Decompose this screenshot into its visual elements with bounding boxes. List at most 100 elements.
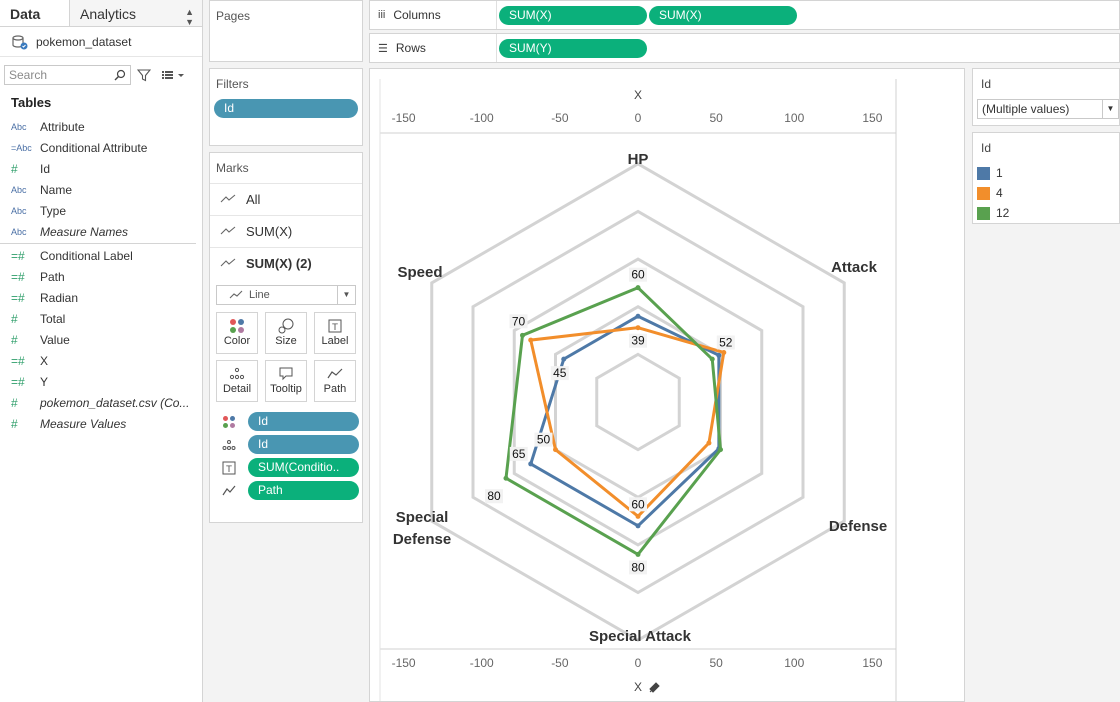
data-label-bg: [629, 333, 647, 348]
chevron-down-icon[interactable]: ▼: [337, 286, 355, 304]
tooltip-icon: [266, 365, 306, 383]
id-filter-dropdown[interactable]: (Multiple values) ▼: [977, 99, 1119, 119]
tab-analytics-label: Analytics: [80, 6, 137, 22]
detail-icon: [217, 365, 257, 383]
filters-card[interactable]: Filters Id: [209, 68, 363, 146]
field-item[interactable]: Abc Measure Names: [0, 221, 202, 242]
marks-row-all[interactable]: All: [210, 183, 362, 215]
field-item[interactable]: =Abc Conditional Attribute: [0, 137, 202, 158]
columns-shelf[interactable]: iii Columns SUM(X) SUM(X): [369, 0, 1120, 30]
encoding-row: T SUM(Conditio..: [210, 456, 362, 479]
data-label: 50: [537, 433, 551, 447]
legend-swatch: [977, 166, 990, 180]
field-name: Name: [40, 182, 73, 197]
filters-title: Filters: [216, 77, 249, 91]
columns-pill-sum-x[interactable]: SUM(X): [499, 5, 647, 25]
svg-text:T: T: [225, 465, 232, 475]
data-label: 80: [487, 489, 501, 503]
field-item[interactable]: =# Radian: [0, 287, 202, 308]
legend-item[interactable]: 1: [973, 163, 1119, 183]
series-point-1: [561, 356, 567, 362]
field-item[interactable]: Abc Type: [0, 200, 202, 221]
columns-shelf-label: iii Columns: [370, 1, 497, 29]
id-filter-card: Id (Multiple values) ▼: [972, 68, 1120, 126]
label-button[interactable]: T Label: [314, 312, 356, 354]
worksheet-view[interactable]: X -150 -150 -100 -100 -50 -50 0 0 50 50 100 100 150 15…: [369, 68, 965, 702]
columns-pill-sum-x-2[interactable]: SUM(X): [649, 5, 797, 25]
pages-card[interactable]: Pages: [209, 0, 363, 62]
field-name: Radian: [40, 290, 79, 305]
x-tick-label-top: 50: [709, 111, 723, 125]
x-tick-label-bottom: 50: [709, 656, 723, 670]
number-field-icon: =#: [11, 353, 25, 368]
field-name: Measure Names: [40, 224, 129, 239]
field-item[interactable]: # Value: [0, 329, 202, 350]
search-placeholder: Search: [9, 68, 48, 82]
search-icon: [114, 69, 126, 81]
encoding-pill[interactable]: Id: [248, 412, 359, 431]
data-label-bg: [509, 314, 528, 329]
field-item[interactable]: =# Conditional Label: [0, 245, 202, 266]
tab-menu-icon[interactable]: ▲ ▼: [185, 7, 194, 27]
mark-type-label: Line: [249, 289, 270, 301]
field-item[interactable]: # Total: [0, 308, 202, 329]
tooltip-button[interactable]: Tooltip: [265, 360, 307, 402]
number-field-icon: =#: [11, 374, 25, 389]
field-item[interactable]: =# Y: [0, 371, 202, 392]
tab-data[interactable]: Data: [0, 0, 70, 26]
axis-category-label: HP: [628, 151, 649, 168]
field-item[interactable]: # Id: [0, 158, 202, 179]
number-field-icon: =#: [11, 269, 25, 284]
field-item[interactable]: # pokemon_dataset.csv (Co...: [0, 392, 202, 413]
rows-pill-sum-y[interactable]: SUM(Y): [499, 38, 647, 58]
data-label-bg: [716, 335, 735, 350]
view-options-icon[interactable]: [161, 69, 185, 81]
x-tick-label-bottom: 100: [784, 656, 804, 670]
label-icon: T: [315, 317, 355, 335]
number-field-icon: #: [11, 311, 18, 326]
search-tools: [137, 68, 185, 82]
search-input[interactable]: Search: [4, 65, 131, 85]
series-line-1: [528, 314, 721, 528]
rows-label: Rows: [395, 41, 426, 55]
svg-text:T: T: [331, 323, 338, 333]
rows-shelf[interactable]: ☰ Rows SUM(Y): [369, 33, 1120, 63]
path-encoding-icon[interactable]: [222, 484, 236, 498]
label-encoding-icon[interactable]: T: [222, 461, 236, 475]
detail-button[interactable]: Detail: [216, 360, 258, 402]
chevron-down-icon[interactable]: ▼: [1102, 100, 1118, 118]
x-tick-label-top: 100: [784, 111, 804, 125]
data-label-bg: [484, 489, 503, 504]
series-point-12: [503, 475, 509, 481]
encoding-pill[interactable]: Id: [248, 435, 359, 454]
legend-label: 4: [996, 186, 1003, 200]
filter-icon[interactable]: [137, 68, 151, 82]
number-field-icon: #: [11, 416, 18, 431]
encoding-pill[interactable]: SUM(Conditio..: [248, 458, 359, 477]
field-item[interactable]: =# Path: [0, 266, 202, 287]
x-tick-label-top: 150: [862, 111, 882, 125]
field-item[interactable]: Abc Attribute: [0, 116, 202, 137]
id-filter-value: (Multiple values): [982, 102, 1070, 116]
tab-analytics[interactable]: Analytics ▲ ▼: [70, 0, 202, 27]
datasource-row[interactable]: pokemon_dataset: [0, 27, 202, 57]
color-encoding-icon[interactable]: [222, 415, 236, 429]
size-button[interactable]: Size: [265, 312, 307, 354]
radar-chart[interactable]: X -150 -150 -100 -100 -50 -50 0 0 50 50 100 100 150 15…: [370, 69, 964, 701]
field-item[interactable]: # Measure Values: [0, 413, 202, 434]
field-item[interactable]: =# X: [0, 350, 202, 371]
filter-pill-id[interactable]: Id: [214, 99, 358, 118]
mark-type-select[interactable]: Line ▼: [216, 285, 356, 305]
legend-item[interactable]: 12: [973, 203, 1119, 223]
legend-item[interactable]: 4: [973, 183, 1119, 203]
marks-row-sum-x[interactable]: SUM(X): [210, 215, 362, 247]
color-button[interactable]: Color: [216, 312, 258, 354]
field-item[interactable]: Abc Name: [0, 179, 202, 200]
measure-list: =# Conditional Label =# Path =# Radian # Total #…: [0, 245, 202, 434]
path-button[interactable]: Path: [314, 360, 356, 402]
x-tick-label-top: -150: [392, 111, 416, 125]
detail-encoding-icon[interactable]: [222, 438, 236, 452]
marks-row-sum-x-2[interactable]: SUM(X) (2): [210, 247, 362, 279]
x-tick-label-top: -100: [470, 111, 494, 125]
encoding-pill[interactable]: Path: [248, 481, 359, 500]
